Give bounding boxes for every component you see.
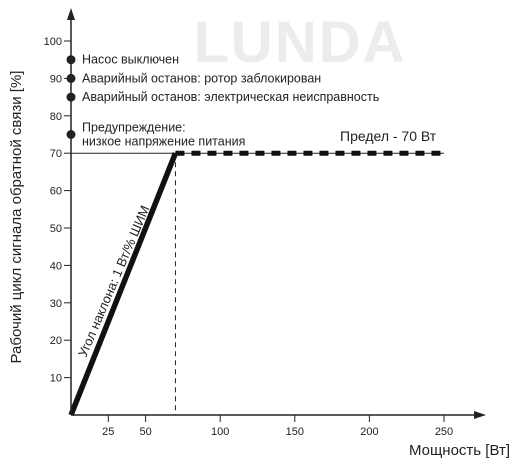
status-label-4-line2: низкое напряжение питания: [82, 135, 245, 149]
limit-label: Предел - 70 Вт: [340, 128, 437, 144]
y-tick-label-60: 60: [50, 186, 62, 198]
y-axis-title: Рабочий цикл сигнала обратной связи [%]: [8, 71, 25, 364]
watermark: LUNDA: [194, 10, 407, 75]
status-marker-3: [66, 92, 76, 102]
status-label-2: Аварийный останов: ротор заблокирован: [82, 71, 321, 85]
status-marker-4: [66, 130, 76, 139]
reference-lines: [71, 152, 444, 415]
y-axis-arrow: [67, 8, 75, 20]
y-tick-label-90: 90: [50, 73, 62, 85]
x-tick-label-250: 250: [435, 426, 453, 438]
status-label-1: Насос выключен: [82, 53, 179, 67]
y-tick-label-20: 20: [50, 335, 62, 347]
x-tick-label-25: 25: [102, 426, 114, 438]
x-axis-title: Мощность [Вт]: [409, 442, 510, 459]
y-tick-label-50: 50: [50, 223, 62, 235]
x-tick-label-200: 200: [360, 426, 378, 438]
y-tick-label-10: 10: [50, 373, 62, 385]
y-tick-label-80: 80: [50, 111, 62, 123]
series-line-1: [68, 152, 178, 417]
y-tick-label-100: 100: [44, 36, 62, 48]
status-markers: Насос выключен Аварийный останов: ротор з…: [66, 53, 379, 149]
y-tick-label-70: 70: [50, 148, 62, 160]
status-label-3: Аварийный останов: электрическая неиспра…: [82, 90, 379, 104]
slope-label: Угол наклона: 1 Вт/% ШИМ: [75, 203, 153, 359]
status-marker-2: [66, 73, 76, 83]
ticks: 10 20 30 40 50 60 70 80 90 100 25 50 100 150 200 250: [44, 36, 454, 438]
series-group: [68, 150, 444, 417]
y-tick-label-30: 30: [50, 298, 62, 310]
x-axis-arrow: [474, 411, 486, 419]
y-tick-label-40: 40: [50, 260, 62, 272]
x-tick-label-50: 50: [139, 426, 151, 438]
x-tick-label-100: 100: [211, 426, 229, 438]
status-label-4: Предупреждение:: [82, 121, 186, 135]
x-tick-label-150: 150: [286, 426, 304, 438]
status-marker-1: [66, 55, 76, 65]
